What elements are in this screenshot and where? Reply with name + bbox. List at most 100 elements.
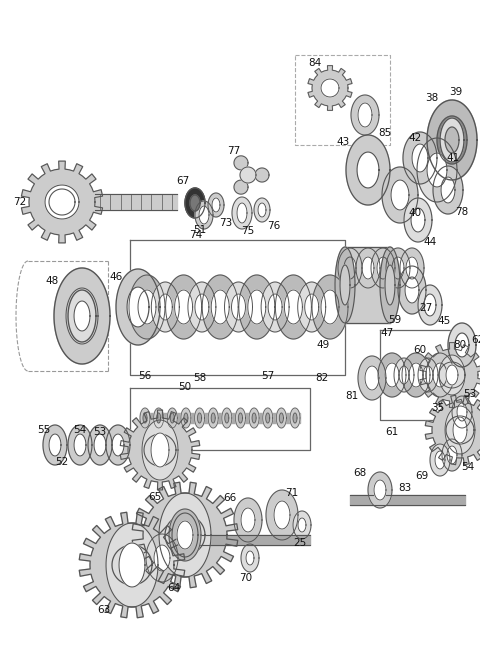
Polygon shape bbox=[420, 343, 480, 407]
Polygon shape bbox=[241, 544, 259, 572]
Text: 83: 83 bbox=[398, 483, 412, 493]
Polygon shape bbox=[79, 512, 185, 618]
Polygon shape bbox=[340, 265, 350, 305]
Text: 71: 71 bbox=[286, 488, 299, 498]
Polygon shape bbox=[382, 167, 418, 223]
Polygon shape bbox=[418, 285, 442, 325]
Polygon shape bbox=[112, 434, 124, 456]
Polygon shape bbox=[156, 413, 161, 423]
Polygon shape bbox=[263, 408, 273, 428]
Text: 49: 49 bbox=[316, 340, 330, 350]
Polygon shape bbox=[151, 282, 180, 332]
Polygon shape bbox=[49, 189, 75, 215]
Text: 77: 77 bbox=[228, 146, 240, 156]
Polygon shape bbox=[406, 257, 418, 279]
Polygon shape bbox=[249, 408, 259, 428]
Polygon shape bbox=[279, 413, 283, 423]
Polygon shape bbox=[399, 366, 409, 384]
Polygon shape bbox=[202, 275, 238, 339]
Text: 62: 62 bbox=[471, 335, 480, 345]
Text: 25: 25 bbox=[293, 538, 307, 548]
Polygon shape bbox=[241, 508, 255, 532]
Polygon shape bbox=[446, 416, 474, 444]
Polygon shape bbox=[261, 282, 289, 332]
Text: 40: 40 bbox=[408, 208, 421, 218]
Text: 64: 64 bbox=[168, 583, 180, 593]
Text: 27: 27 bbox=[420, 303, 432, 313]
Polygon shape bbox=[240, 167, 256, 183]
Polygon shape bbox=[234, 498, 262, 542]
Polygon shape bbox=[252, 413, 256, 423]
Text: 50: 50 bbox=[179, 382, 192, 392]
Polygon shape bbox=[445, 406, 475, 454]
Polygon shape bbox=[211, 290, 229, 324]
Text: 59: 59 bbox=[388, 315, 402, 325]
Polygon shape bbox=[116, 269, 160, 345]
Polygon shape bbox=[169, 509, 201, 561]
Polygon shape bbox=[172, 513, 198, 557]
Polygon shape bbox=[403, 132, 437, 184]
Polygon shape bbox=[198, 413, 202, 423]
Text: 48: 48 bbox=[46, 276, 59, 286]
Polygon shape bbox=[447, 446, 457, 464]
Polygon shape bbox=[358, 103, 372, 127]
Polygon shape bbox=[402, 353, 430, 397]
Polygon shape bbox=[181, 408, 191, 428]
Polygon shape bbox=[380, 247, 400, 323]
Polygon shape bbox=[424, 294, 436, 316]
Polygon shape bbox=[119, 543, 145, 587]
Polygon shape bbox=[351, 95, 379, 135]
Polygon shape bbox=[154, 408, 164, 428]
Polygon shape bbox=[166, 275, 202, 339]
Polygon shape bbox=[185, 535, 310, 545]
Polygon shape bbox=[188, 282, 216, 332]
Text: 42: 42 bbox=[408, 133, 421, 143]
Polygon shape bbox=[312, 275, 348, 339]
Polygon shape bbox=[285, 290, 302, 324]
Polygon shape bbox=[344, 257, 356, 279]
Polygon shape bbox=[225, 413, 229, 423]
Polygon shape bbox=[66, 288, 98, 344]
Polygon shape bbox=[350, 495, 465, 505]
Text: 60: 60 bbox=[413, 345, 427, 355]
Text: 67: 67 bbox=[176, 176, 190, 186]
Polygon shape bbox=[151, 433, 169, 467]
Polygon shape bbox=[298, 282, 326, 332]
Polygon shape bbox=[441, 177, 455, 203]
Text: 56: 56 bbox=[138, 371, 152, 381]
Polygon shape bbox=[448, 323, 476, 367]
Polygon shape bbox=[45, 185, 79, 219]
Polygon shape bbox=[236, 408, 245, 428]
Polygon shape bbox=[175, 290, 192, 324]
Polygon shape bbox=[321, 79, 339, 97]
Polygon shape bbox=[427, 100, 477, 180]
Polygon shape bbox=[146, 534, 178, 582]
Text: 39: 39 bbox=[449, 87, 463, 97]
Polygon shape bbox=[143, 413, 147, 423]
Polygon shape bbox=[208, 408, 218, 428]
Polygon shape bbox=[392, 257, 404, 279]
Polygon shape bbox=[231, 294, 245, 320]
Polygon shape bbox=[232, 197, 252, 229]
Text: 81: 81 bbox=[346, 391, 359, 401]
Text: 54: 54 bbox=[73, 425, 86, 435]
Polygon shape bbox=[22, 161, 103, 243]
Polygon shape bbox=[234, 180, 248, 194]
Polygon shape bbox=[358, 356, 386, 400]
Polygon shape bbox=[208, 193, 224, 217]
Text: 74: 74 bbox=[190, 230, 203, 240]
Text: 73: 73 bbox=[219, 218, 233, 228]
Polygon shape bbox=[246, 551, 254, 565]
Polygon shape bbox=[378, 353, 406, 397]
Polygon shape bbox=[225, 282, 252, 332]
Text: 45: 45 bbox=[437, 316, 451, 326]
Polygon shape bbox=[298, 518, 306, 532]
Polygon shape bbox=[112, 545, 152, 585]
Polygon shape bbox=[165, 515, 205, 555]
Polygon shape bbox=[418, 358, 438, 392]
Polygon shape bbox=[433, 166, 463, 214]
Polygon shape bbox=[184, 413, 188, 423]
Polygon shape bbox=[386, 248, 410, 288]
Polygon shape bbox=[154, 545, 170, 571]
Polygon shape bbox=[211, 413, 215, 423]
